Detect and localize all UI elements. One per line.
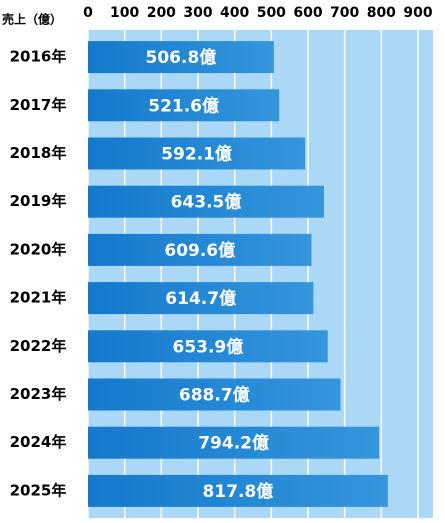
x-tick-label: 500: [257, 5, 286, 21]
y-tick-label: 2024年: [10, 433, 67, 451]
y-tick-label: 2016年: [10, 48, 67, 66]
x-tick-label: 800: [367, 5, 396, 21]
data-label: 506.8億: [146, 47, 217, 68]
y-tick-label: 2019年: [10, 192, 67, 210]
data-label: 592.1億: [161, 144, 232, 165]
data-label: 609.6億: [164, 240, 235, 261]
axis-label: 売上（億）: [2, 12, 62, 27]
bar: [88, 89, 280, 122]
bar: [88, 185, 324, 218]
x-tick-label: 700: [330, 5, 359, 21]
data-label: 817.8億: [203, 481, 274, 502]
bar: [88, 330, 328, 363]
y-tick-label: 2017年: [10, 96, 67, 114]
x-tick-label: 400: [220, 5, 249, 21]
x-tick-label: 0: [83, 5, 93, 21]
x-tick-label: 100: [110, 5, 139, 21]
data-label: 521.6億: [148, 95, 219, 116]
data-label: 643.5億: [171, 192, 242, 213]
bar: [88, 474, 388, 507]
data-label: 614.7億: [165, 288, 236, 309]
y-tick-label: 2020年: [10, 240, 67, 258]
x-tick-label: 600: [293, 5, 322, 21]
y-tick-label: 2018年: [10, 144, 67, 162]
bar: [88, 137, 306, 170]
y-tick-label: 2025年: [10, 481, 67, 499]
data-label: 794.2億: [198, 433, 269, 454]
y-tick-label: 2023年: [10, 385, 67, 403]
x-tick-label: 900: [403, 5, 432, 21]
data-label: 653.9億: [172, 336, 243, 357]
bar: [88, 233, 312, 266]
bar: [88, 426, 380, 459]
x-tick-label: 200: [147, 5, 176, 21]
x-tick-label: 300: [183, 5, 212, 21]
y-tick-label: 2021年: [10, 289, 67, 307]
y-tick-label: 2022年: [10, 337, 67, 355]
bar: [88, 282, 314, 315]
bar: [88, 41, 274, 74]
data-label: 688.7億: [179, 385, 250, 406]
bar: [88, 378, 341, 411]
